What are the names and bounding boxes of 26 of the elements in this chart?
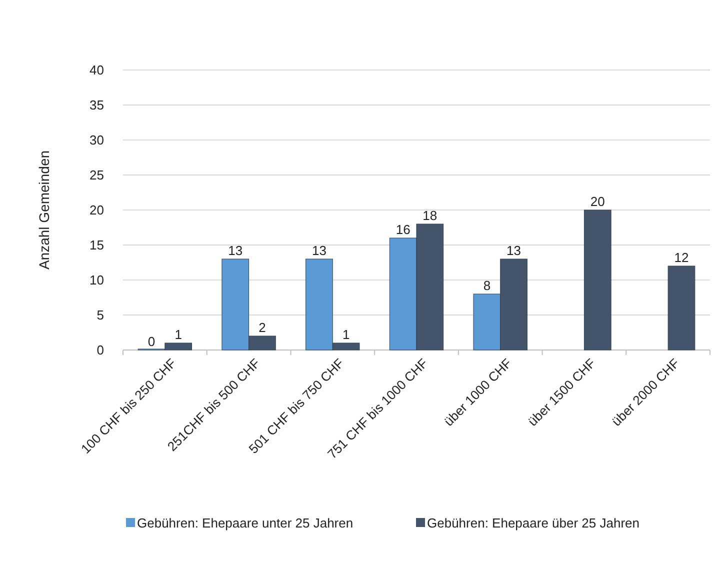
data-label: 8: [483, 278, 491, 293]
data-label: 0: [148, 334, 156, 349]
data-label: 13: [506, 243, 522, 258]
y-tick-label: 35: [90, 98, 104, 113]
y-tick-label: 5: [96, 308, 104, 323]
y-tick-label: 15: [90, 238, 104, 253]
data-label: 13: [312, 243, 326, 258]
data-label: 2: [258, 320, 266, 335]
y-axis-title: Anzahl Gemeinden: [36, 150, 52, 270]
y-tick-label: 40: [90, 62, 104, 78]
y-tick-label: 25: [90, 168, 104, 183]
y-tick-label: 20: [90, 202, 104, 218]
data-label: 20: [590, 194, 605, 209]
y-tick-label: 30: [90, 132, 104, 148]
legend-label: Gebühren: Ehepaare unter 25 Jahren: [137, 516, 354, 531]
data-label: 13: [228, 243, 243, 258]
bar: [584, 210, 612, 350]
data-label: 16: [396, 222, 410, 237]
data-label: 18: [422, 208, 438, 223]
y-tick-label: 10: [90, 272, 104, 288]
bar: [668, 266, 696, 350]
data-label: 1: [174, 327, 182, 342]
y-tick-label: 0: [96, 342, 104, 358]
legend-label: Gebühren: Ehepaare über 25 Jahren: [427, 516, 640, 531]
data-label: 1: [342, 327, 350, 342]
data-label: 12: [674, 250, 689, 265]
